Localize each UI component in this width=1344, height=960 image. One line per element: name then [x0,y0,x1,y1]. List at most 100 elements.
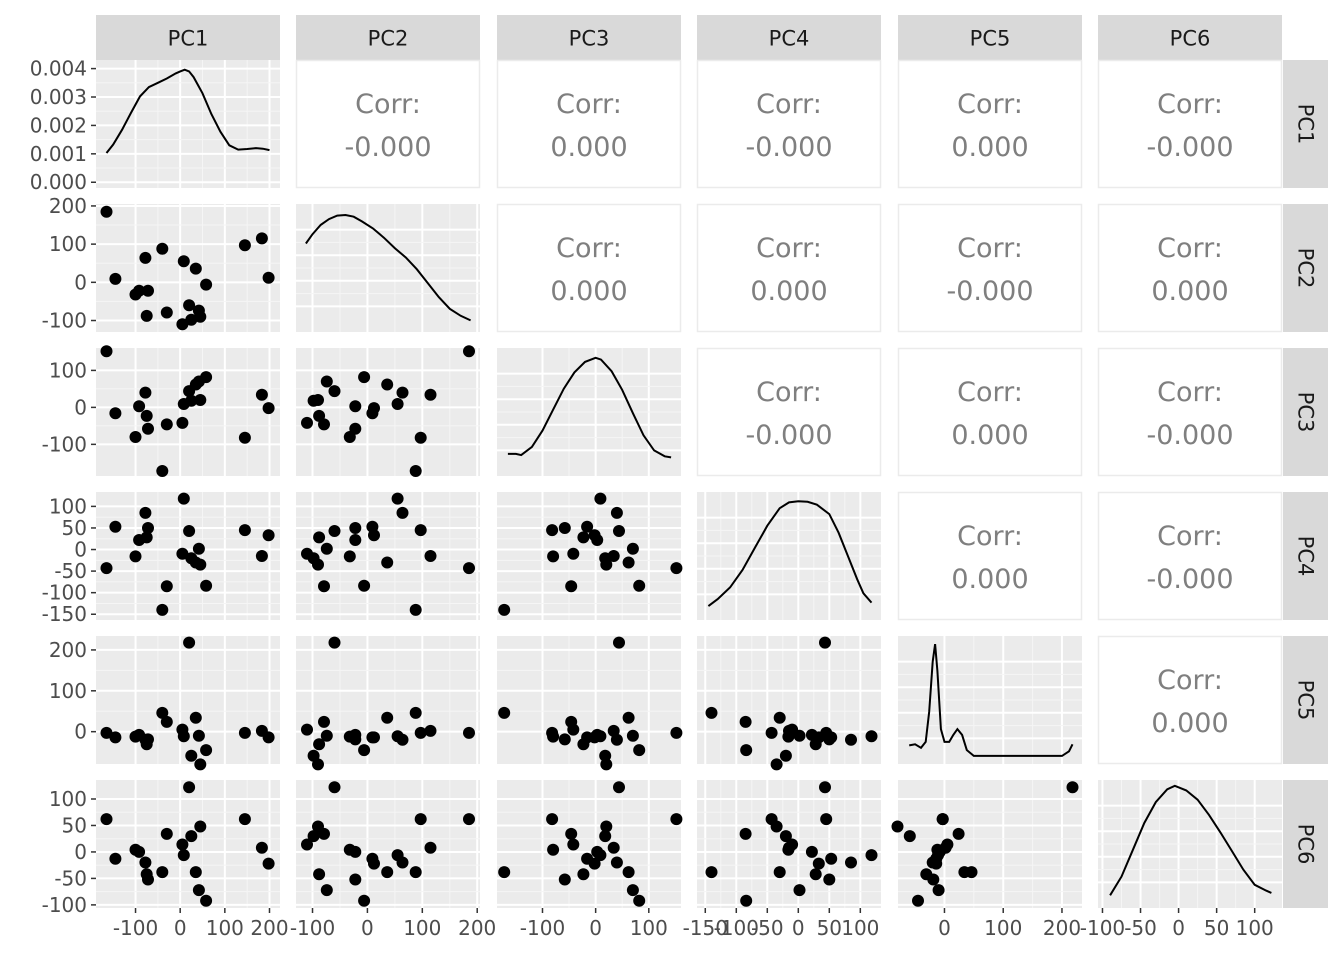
panel-pc5-pc6: Corr: 0.000 [1097,635,1283,765]
scatter-point [140,531,153,544]
scatter-point [133,400,146,413]
corr-panel-background [1097,59,1283,189]
scatter-point [823,873,836,886]
corr-label: Corr: [957,233,1023,264]
y-tick-label: -100 [42,432,87,456]
y-tick-label: -150 [42,602,87,626]
scatter-point [594,849,607,862]
scatter-point [600,558,613,571]
corr-value: 0.000 [951,564,1028,595]
scatter-point [424,388,437,401]
scatter-point [200,894,213,907]
corr-panel-background [1097,635,1283,765]
scatter-point [192,884,205,897]
corr-value: 0.000 [1151,276,1228,307]
scatter-point [238,239,251,252]
scatter-point [936,813,949,826]
scatter-point [819,781,831,794]
scatter-point [773,711,786,724]
x-tick-label: 200 [250,916,288,940]
scatter-point [140,409,153,422]
scatter-point [177,730,190,743]
panel-pc5-pc3 [497,636,683,771]
scatter-point [633,579,646,592]
row-strip-pc4 [1283,492,1328,620]
corr-panel-background [897,59,1083,189]
scatter-point [139,506,152,519]
panel-pc4-pc2 [296,492,480,620]
scatter-point [139,856,152,869]
panel-pc1-pc3: Corr: 0.000 [496,59,682,189]
corr-label: Corr: [957,521,1023,552]
scatter-point [613,781,625,794]
scatter-point [255,550,268,562]
scatter-point [396,506,409,519]
scatter-point [414,431,427,444]
scatter-point [301,838,313,851]
scatter-point [594,492,607,505]
scatter-point [409,706,422,719]
scatter-point [739,715,752,728]
scatter-point [320,729,333,742]
scatter-point [160,306,173,319]
panel-pc3-pc6: Corr: -0.000 [1097,347,1283,477]
scatter-point [739,827,752,840]
scatter-point [588,857,601,870]
x-axis-pc2: -100 0 100 200 [290,908,496,940]
scatter-point [194,758,207,771]
corr-value: -0.000 [946,276,1033,307]
scatter-point [381,711,394,724]
scatter-point [391,492,404,505]
scatter-point [409,866,422,879]
scatter-point [262,529,275,542]
panel-pc1-pc4: Corr: -0.000 [696,59,882,189]
scatter-point [349,534,362,546]
scatter-point [129,550,142,563]
x-tick-label: 0 [361,916,374,940]
scatter-point [424,841,437,854]
panel-pc1-pc1 [96,60,280,188]
x-tick-label: -100 [113,916,158,940]
scatter-point [328,781,341,794]
x-tick-label: -100 [1080,916,1125,940]
panel-pc2-pc1 [96,204,280,332]
density-line-pc4 [707,500,873,607]
scatter-point [588,731,601,744]
scatter-point [176,416,189,429]
y-tick-label: 50 [62,516,87,540]
scatter-point [176,547,189,560]
y-tick-label: -100 [42,581,87,605]
x-tick-label: 100 [1236,916,1274,940]
y-tick-label: 100 [49,358,87,382]
scatter-point [129,431,142,443]
panel-pc5-pc5 [898,636,1082,764]
scatter-point [845,733,857,746]
corr-panel-background [1097,347,1283,477]
y-tick-label: 0 [74,395,87,419]
y-tick-label: -50 [54,559,87,583]
row-strip-label: PC5 [1294,680,1318,721]
scatter-point [139,251,152,264]
y-tick-label: 100 [49,494,87,518]
x-tick-label: 100 [984,916,1022,940]
x-axis-pc6: -100 -50 0 50 100 [1080,908,1274,940]
y-tick-label: 0.003 [30,85,87,109]
scatter-point [176,838,189,851]
scatter-point [349,400,362,413]
scatter-point [177,849,190,862]
panel-pc4-pc6: Corr: -0.000 [1097,491,1283,621]
scatter-point [670,726,683,739]
scatter-point [626,542,639,555]
scatter-point [820,813,833,826]
density-line-pc1 [105,68,270,154]
panel-pc3-pc4: Corr: -0.000 [696,347,882,477]
scatter-point [812,731,825,744]
scatter-point [183,636,196,649]
scatter-point [183,525,196,537]
x-tick-label: -100 [520,916,565,940]
corr-value: -0.000 [1146,420,1233,451]
y-tick-label: -50 [54,866,87,890]
panel-pc1-pc6: Corr: -0.000 [1097,59,1283,189]
